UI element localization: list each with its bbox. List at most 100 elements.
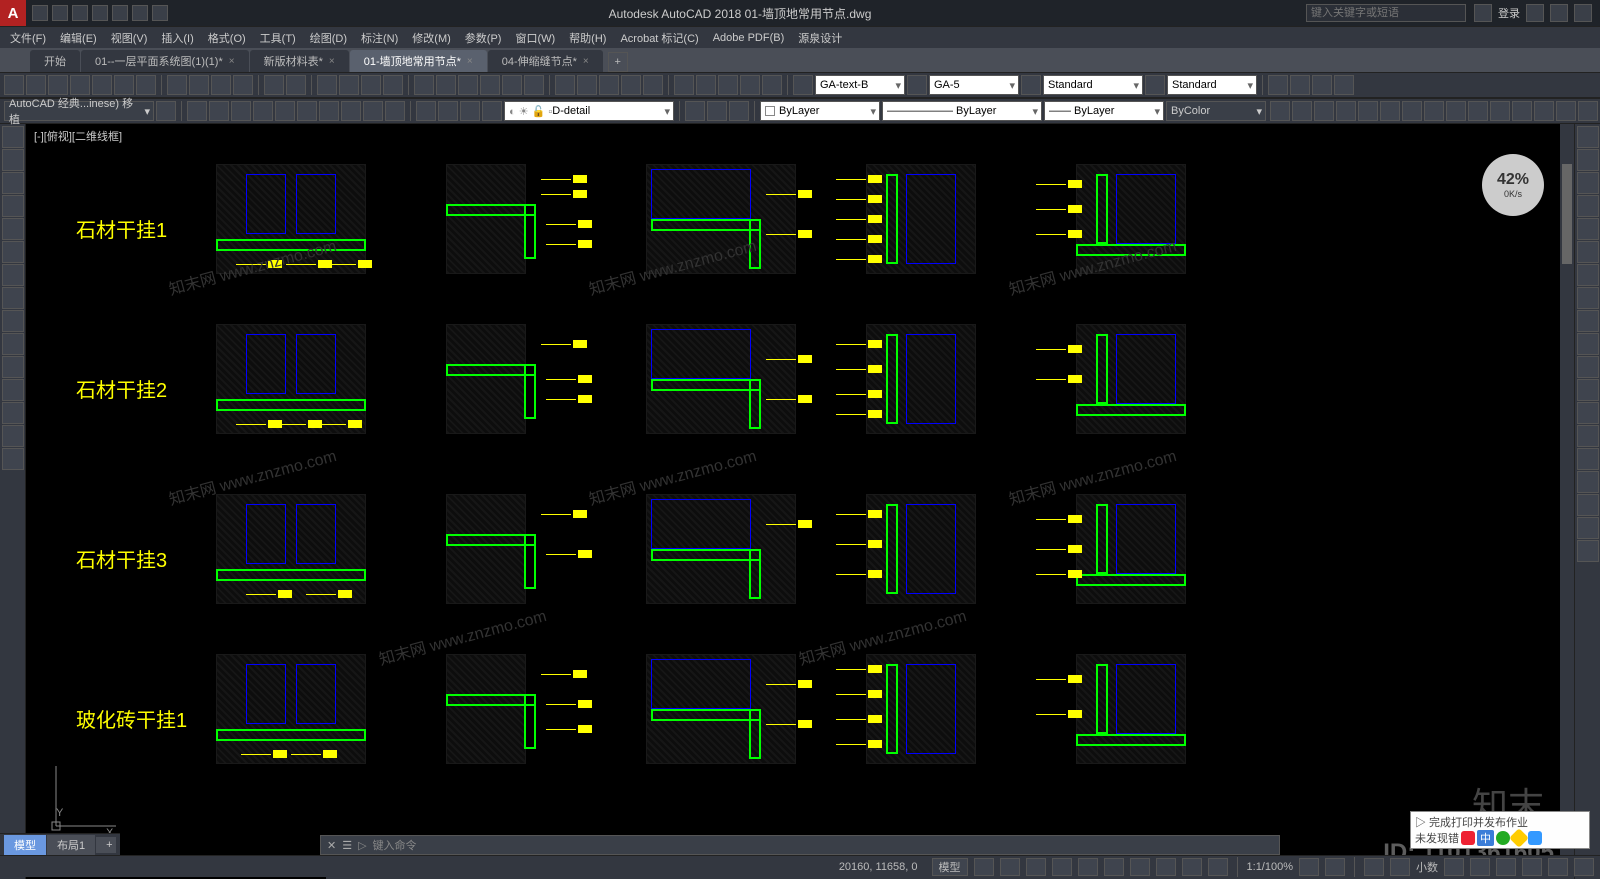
vertical-scrollbar[interactable] [1560,124,1574,865]
layeroff-icon[interactable] [707,101,727,121]
polygon-icon[interactable] [2,241,24,263]
qat-new-icon[interactable] [32,5,48,21]
textstyle-combo[interactable]: GA-text-B [815,75,905,95]
mleaderstyle-icon[interactable] [1145,75,1165,95]
menu-draw[interactable]: 绘图(D) [304,28,353,48]
annovisibility-icon[interactable] [1325,858,1345,876]
saveall-icon[interactable] [70,75,90,95]
font-icon[interactable] [907,75,927,95]
dim-continue-icon[interactable] [1446,101,1466,121]
dim-angular-icon[interactable] [1314,101,1334,121]
menu-param[interactable]: 参数(P) [459,28,508,48]
model-button[interactable]: 模型 [932,858,968,876]
sheetset-icon[interactable] [480,75,500,95]
align-icon[interactable] [1577,494,1599,516]
qat-print-icon[interactable] [112,5,128,21]
tab-file-2[interactable]: 新版材料表*× [250,50,349,72]
lwt-icon[interactable] [1130,858,1150,876]
copy3-icon[interactable] [1577,149,1599,171]
table-icon[interactable] [740,75,760,95]
text-icon[interactable] [2,425,24,447]
trim2-icon[interactable] [1577,333,1599,355]
lineweight-combo[interactable]: —— ByLayer [1044,101,1164,121]
mtext-icon[interactable] [762,75,782,95]
menu-help[interactable]: 帮助(H) [563,28,612,48]
tab-add-layout[interactable]: + [96,837,116,853]
mirror-icon[interactable] [275,101,295,121]
drawing-canvas[interactable]: [-][俯视][二维线框] 42% 0K/s 石材干挂1 石材干挂2 石材干挂3… [26,124,1574,879]
line-icon[interactable] [2,126,24,148]
dim-aligned-icon[interactable] [1292,101,1312,121]
break-icon[interactable] [1577,379,1599,401]
customize-icon[interactable] [1574,858,1594,876]
toolpalettes-icon[interactable] [458,75,478,95]
undo-icon[interactable] [264,75,284,95]
ucs-icon[interactable]: Y X [46,756,126,839]
otrack-icon[interactable] [1104,858,1124,876]
point-icon[interactable] [2,402,24,424]
publish-popup[interactable]: ▷ 完成打印并发布作业 未发现错 中 [1410,811,1590,849]
preview-icon[interactable] [114,75,134,95]
print-icon[interactable] [92,75,112,95]
hatch2-icon[interactable] [2,310,24,332]
menu-adobe-pdf[interactable]: Adobe PDF(B) [707,30,791,46]
list-icon[interactable] [621,75,641,95]
menu-modify[interactable]: 修改(M) [406,28,457,48]
cmd-close-icon[interactable]: ✕ [327,839,336,852]
trim-icon[interactable] [341,101,361,121]
region2-icon[interactable] [2,356,24,378]
redo-icon[interactable] [286,75,306,95]
snap-icon[interactable] [1000,858,1020,876]
publish-icon[interactable] [136,75,156,95]
spline-icon[interactable] [2,287,24,309]
new-icon[interactable] [4,75,24,95]
layer-prop-icon[interactable] [416,101,436,121]
scale2-icon[interactable] [1577,287,1599,309]
units-readout[interactable]: 小数 [1416,859,1438,875]
popup-btn[interactable]: 中 [1477,830,1494,846]
copy2-icon[interactable] [209,101,229,121]
pline-icon[interactable] [2,149,24,171]
dim-radius-icon[interactable] [1358,101,1378,121]
dim-style-icon[interactable] [1578,101,1598,121]
rect-icon[interactable] [2,218,24,240]
hardware-icon[interactable] [1522,858,1542,876]
close-icon[interactable]: × [583,56,589,67]
offset-icon[interactable] [297,101,317,121]
mtext2-icon[interactable] [2,448,24,470]
plotstyle-combo[interactable]: ByColor [1166,101,1266,121]
designcenter-icon[interactable] [436,75,456,95]
pan-icon[interactable] [317,75,337,95]
circle-icon[interactable] [2,172,24,194]
transparency-icon[interactable] [1156,858,1176,876]
tab-layout1[interactable]: 布局1 [47,835,95,855]
scale-icon[interactable] [253,101,273,121]
block-icon[interactable] [674,75,694,95]
ortho-icon[interactable] [1026,858,1046,876]
insert-icon[interactable] [696,75,716,95]
offset2-icon[interactable] [1577,195,1599,217]
open-icon[interactable] [26,75,46,95]
command-line[interactable]: ✕ ☰ ▷ 键入命令 [320,835,1280,855]
tab-start[interactable]: 开始 [30,50,80,72]
zoomwin-icon[interactable] [361,75,381,95]
qat-redo-icon[interactable] [152,5,168,21]
qat-saveas-icon[interactable] [92,5,108,21]
sc-icon[interactable] [1208,858,1228,876]
extend-icon[interactable] [363,101,383,121]
color-combo[interactable]: ByLayer [760,101,880,121]
zoomprev-icon[interactable] [383,75,403,95]
quickprops-icon[interactable] [1444,858,1464,876]
zoom-icon[interactable] [339,75,359,95]
layer-freeze-icon[interactable] [460,101,480,121]
paste-icon[interactable] [211,75,231,95]
layerfrz-icon[interactable] [729,101,749,121]
cleanscreen-icon[interactable] [1548,858,1568,876]
search-input[interactable] [1306,4,1466,22]
dist-icon[interactable] [555,75,575,95]
ws-settings-icon[interactable] [156,101,176,121]
menu-edit[interactable]: 编辑(E) [54,28,103,48]
dim-baseline-icon[interactable] [1424,101,1444,121]
menu-view[interactable]: 视图(V) [105,28,154,48]
chamfer-icon[interactable] [1577,425,1599,447]
